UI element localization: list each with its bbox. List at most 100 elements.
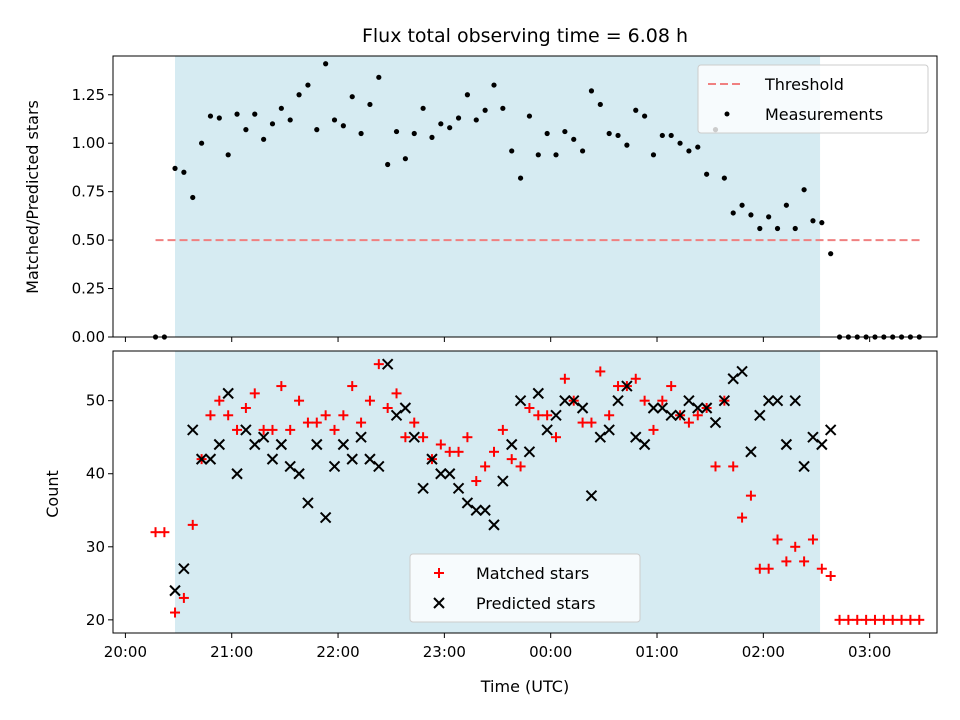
measurement-point (429, 134, 435, 140)
matched-point (488, 446, 499, 457)
bottom-x-tick-label: 20:00 (104, 643, 147, 661)
measurement-point (579, 148, 586, 154)
legend-matched-label: Matched stars (476, 564, 589, 583)
bottom-axes-frame (112, 350, 938, 634)
predicted-point (559, 394, 571, 407)
predicted-point (461, 497, 474, 509)
bottom-y-axis-label: Count (43, 470, 62, 518)
predicted-point (311, 438, 323, 451)
bottom-x-tick-label: 00:00 (529, 643, 572, 661)
predicted-point (187, 424, 199, 436)
top-legend: Threshold Measurements (697, 64, 929, 134)
top-y-tick-label: 1.25 (72, 86, 105, 104)
bottom-legend: Matched stars Predicted stars (409, 553, 641, 623)
top-y-axis-label: Matched/Predicted stars (23, 100, 42, 294)
measurement-point (757, 225, 763, 232)
predicted-point (178, 563, 190, 575)
matched-point (524, 402, 535, 413)
predicted-point (771, 394, 784, 407)
bottom-x-tick-label: 21:00 (210, 643, 253, 661)
predicted-point (541, 424, 553, 436)
matched-point (710, 461, 721, 472)
bottom-x-tick-label: 22:00 (316, 643, 359, 661)
predicted-point (683, 394, 695, 407)
predicted-point (222, 387, 234, 400)
matched-point (781, 556, 792, 567)
measurement-point (447, 125, 453, 131)
bottom-axis-ticks: 20 30 40 50 20:00 21:00 22:00 23:00 00:00 01:00 02… (86, 392, 891, 661)
predicted-point (621, 380, 633, 392)
matched-point (825, 571, 836, 582)
measurement-point (588, 88, 595, 94)
bottom-x-tick-label: 02:00 (742, 643, 785, 661)
top-y-tick-label: 0.00 (72, 328, 105, 346)
bottom-x-tick-label: 03:00 (848, 643, 891, 661)
measurement-point (624, 142, 630, 148)
top-y-tick-label: 0.50 (72, 231, 105, 249)
predicted-point (692, 402, 704, 414)
matched-point (869, 614, 880, 625)
matched-point (506, 454, 517, 465)
predicted-point (240, 424, 252, 436)
bottom-panel: 20 30 40 50 20:00 21:00 22:00 23:00 00:00 01:00 02… (43, 350, 938, 696)
measurement-point (695, 144, 701, 150)
measurement-point (819, 220, 825, 226)
predicted-point (293, 468, 305, 480)
predicted-point (638, 438, 651, 451)
matched-point (683, 417, 694, 428)
predicted-point (249, 438, 261, 451)
predicted-point (532, 387, 544, 400)
measurement-point (376, 74, 382, 80)
matched-point (666, 381, 677, 392)
matched-point (249, 388, 260, 399)
predicted-point (514, 394, 527, 407)
measurement-point (402, 156, 408, 162)
top-axes-frame (112, 55, 938, 338)
measurement-point (216, 115, 222, 121)
matched-point (648, 424, 659, 435)
matched-point (480, 461, 491, 472)
measurement-point (615, 132, 621, 139)
measurement-point (562, 128, 568, 135)
measurement-point (287, 117, 293, 123)
measurement-point (252, 111, 258, 117)
predicted-point (470, 504, 482, 516)
predicted-point (603, 424, 615, 436)
bottom-y-tick-label: 20 (86, 611, 105, 629)
measurement-point (730, 210, 736, 216)
predicted-point (435, 468, 447, 480)
measurement-point (597, 101, 603, 108)
predicted-point (807, 431, 819, 443)
measurement-point (482, 107, 488, 113)
predicted-point (373, 460, 385, 473)
matched-point (391, 388, 402, 399)
measurement-point (234, 111, 240, 117)
predicted-point (328, 460, 341, 473)
matched-point (914, 614, 925, 625)
measurement-point (553, 152, 559, 158)
predicted-point (399, 402, 412, 414)
matched-point (178, 592, 189, 603)
matched-point (159, 527, 170, 538)
matched-point (852, 614, 863, 625)
measurement-point (181, 169, 187, 175)
matched-point (258, 424, 269, 435)
measurement-point (659, 132, 665, 139)
measurement-point (323, 61, 329, 67)
chart-title: Flux total observing time = 6.08 h (362, 25, 688, 47)
matched-point (400, 432, 411, 443)
matched-point (453, 446, 464, 457)
measurement-point (606, 130, 612, 137)
top-axis-ticks: 0.00 0.25 0.50 0.75 1.00 1.25 (72, 86, 871, 346)
measurement-point (668, 132, 674, 139)
measurement-point (571, 136, 577, 142)
predicted-point (594, 431, 607, 443)
matched-point (533, 410, 544, 421)
predicted-point (275, 438, 288, 451)
matched-point (294, 395, 305, 406)
matched-point (834, 614, 845, 625)
predicted-point (452, 482, 465, 495)
measurement-point (207, 113, 214, 119)
measurement-point (411, 130, 417, 137)
matched-point (214, 395, 225, 406)
